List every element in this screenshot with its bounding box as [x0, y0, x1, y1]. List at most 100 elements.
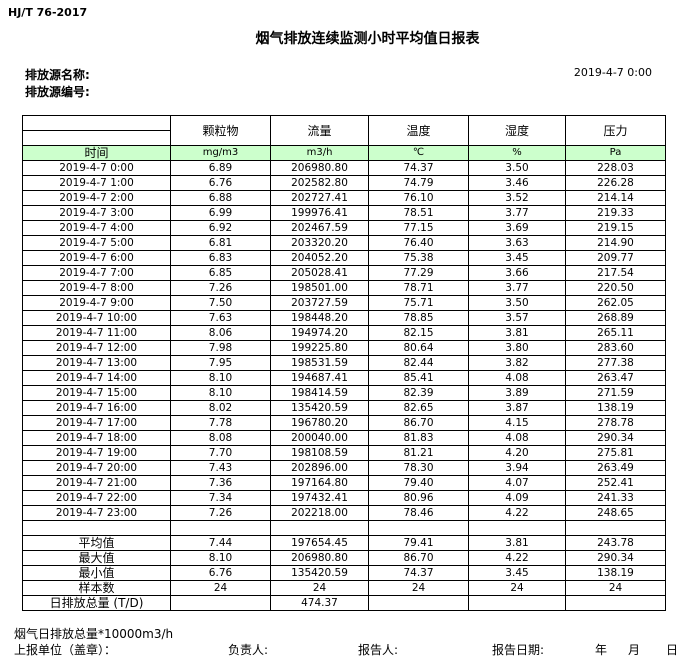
value-cell: 3.89 — [468, 385, 566, 401]
data-row: 2019-4-7 1:00 6.76 202582.80 74.79 3.46 226.2… — [22, 175, 666, 191]
value-cell: 8.10 — [170, 370, 271, 386]
value-cell: 3.50 — [468, 160, 566, 176]
row-label-cell: 2019-4-7 22:00 — [22, 490, 171, 506]
value-cell: 4.22 — [468, 550, 566, 566]
value-cell: 217.54 — [565, 265, 666, 281]
value-cell: 199225.80 — [270, 340, 369, 356]
value-cell: 6.89 — [170, 160, 271, 176]
row-label-cell: 2019-4-7 7:00 — [22, 265, 171, 281]
value-cell: 6.81 — [170, 235, 271, 251]
value-cell: 198501.00 — [270, 280, 369, 296]
data-row: 2019-4-7 4:00 6.92 202467.59 77.15 3.69 219.1… — [22, 220, 666, 236]
value-cell: 8.10 — [170, 550, 271, 566]
value-cell: 241.33 — [565, 490, 666, 506]
value-cell: 4.08 — [468, 370, 566, 386]
report-table: 颗粒物 流量 温度 湿度 压力 时间 mg/m3 m3/h ℃ % Pa 201… — [22, 115, 666, 611]
value-cell: 4.09 — [468, 490, 566, 506]
report-datetime: 2019-4-7 0:00 — [573, 66, 652, 79]
value-cell: 76.10 — [368, 190, 469, 206]
value-cell: 82.39 — [368, 385, 469, 401]
unit-pm: mg/m3 — [170, 145, 271, 161]
value-cell: 8.06 — [170, 325, 271, 341]
value-cell: 7.34 — [170, 490, 271, 506]
value-cell: 6.99 — [170, 205, 271, 221]
value-cell: 86.70 — [368, 550, 469, 566]
value-cell: 277.38 — [565, 355, 666, 371]
report-date-label: 报告日期: — [492, 643, 545, 657]
row-label-cell: 2019-4-7 18:00 — [22, 430, 171, 446]
value-cell: 226.28 — [565, 175, 666, 191]
value-cell: 77.15 — [368, 220, 469, 236]
header-humidity: 湿度 — [468, 115, 566, 146]
value-cell: 202218.00 — [270, 505, 369, 521]
value-cell — [468, 520, 566, 536]
value-cell: 202727.41 — [270, 190, 369, 206]
row-label-cell: 2019-4-7 14:00 — [22, 370, 171, 386]
value-cell — [565, 520, 666, 536]
value-cell: 263.47 — [565, 370, 666, 386]
row-label-cell: 平均值 — [22, 535, 171, 551]
summary-row: 样本数 24 24 24 24 24 — [22, 580, 666, 596]
year-label: 年 — [595, 643, 608, 657]
value-cell: 204052.20 — [270, 250, 369, 266]
value-cell: 75.38 — [368, 250, 469, 266]
value-cell: 135420.59 — [270, 400, 369, 416]
data-row: 2019-4-7 16:00 8.02 135420.59 82.65 3.87 138.… — [22, 400, 666, 416]
data-row: 2019-4-7 13:00 7.95 198531.59 82.44 3.82 277.… — [22, 355, 666, 371]
reporter-label: 报告人: — [358, 643, 399, 657]
row-label-cell: 2019-4-7 5:00 — [22, 235, 171, 251]
value-cell: 8.02 — [170, 400, 271, 416]
row-label-cell: 2019-4-7 0:00 — [22, 160, 171, 176]
source-name-label: 排放源名称: — [25, 68, 90, 82]
header-row: 颗粒物 流量 温度 湿度 压力 — [22, 115, 666, 146]
value-cell: 74.79 — [368, 175, 469, 191]
value-cell: 6.92 — [170, 220, 271, 236]
value-cell: 198531.59 — [270, 355, 369, 371]
value-cell: 85.41 — [368, 370, 469, 386]
row-label-cell: 2019-4-7 15:00 — [22, 385, 171, 401]
value-cell: 75.71 — [368, 295, 469, 311]
value-cell — [270, 520, 369, 536]
value-cell: 4.15 — [468, 415, 566, 431]
value-cell: 3.77 — [468, 280, 566, 296]
unit-temperature: ℃ — [368, 145, 469, 161]
row-label-cell: 2019-4-7 4:00 — [22, 220, 171, 236]
data-row: 2019-4-7 18:00 8.08 200040.00 81.83 4.08 290.… — [22, 430, 666, 446]
value-cell: 7.36 — [170, 475, 271, 491]
value-cell: 203727.59 — [270, 295, 369, 311]
standard-code: HJ/T 76-2017 — [8, 6, 88, 19]
value-cell: 7.50 — [170, 295, 271, 311]
data-row: 2019-4-7 17:00 7.78 196780.20 86.70 4.15 278.… — [22, 415, 666, 431]
data-row: 2019-4-7 9:00 7.50 203727.59 75.71 3.50 262.0… — [22, 295, 666, 311]
value-cell: 262.05 — [565, 295, 666, 311]
data-row: 2019-4-7 5:00 6.81 203320.20 76.40 3.63 214.9… — [22, 235, 666, 251]
value-cell: 7.26 — [170, 280, 271, 296]
value-cell: 199976.41 — [270, 205, 369, 221]
value-cell: 82.15 — [368, 325, 469, 341]
unit-row: 时间 mg/m3 m3/h ℃ % Pa — [22, 145, 666, 161]
value-cell: 82.44 — [368, 355, 469, 371]
value-cell — [170, 520, 271, 536]
value-cell: 197654.45 — [270, 535, 369, 551]
value-cell: 78.46 — [368, 505, 469, 521]
value-cell — [170, 595, 271, 611]
header-pressure: 压力 — [565, 115, 666, 146]
value-cell: 248.65 — [565, 505, 666, 521]
summary-row: 日排放总量 (T/D) 474.37 — [22, 595, 666, 611]
value-cell: 76.40 — [368, 235, 469, 251]
value-cell: 79.41 — [368, 535, 469, 551]
value-cell: 7.44 — [170, 535, 271, 551]
value-cell: 278.78 — [565, 415, 666, 431]
summary-row: 平均值 7.44 197654.45 79.41 3.81 243.78 — [22, 535, 666, 551]
value-cell: 3.46 — [468, 175, 566, 191]
data-row: 2019-4-7 7:00 6.85 205028.41 77.29 3.66 217.5… — [22, 265, 666, 281]
value-cell: 290.34 — [565, 550, 666, 566]
value-cell: 219.33 — [565, 205, 666, 221]
data-row: 2019-4-7 6:00 6.83 204052.20 75.38 3.45 209.7… — [22, 250, 666, 266]
data-row: 2019-4-7 3:00 6.99 199976.41 78.51 3.77 219.3… — [22, 205, 666, 221]
data-row: 2019-4-7 12:00 7.98 199225.80 80.64 3.80 283.… — [22, 340, 666, 356]
row-label-cell: 2019-4-7 9:00 — [22, 295, 171, 311]
value-cell: 197432.41 — [270, 490, 369, 506]
data-row: 2019-4-7 10:00 7.63 198448.20 78.85 3.57 268.… — [22, 310, 666, 326]
